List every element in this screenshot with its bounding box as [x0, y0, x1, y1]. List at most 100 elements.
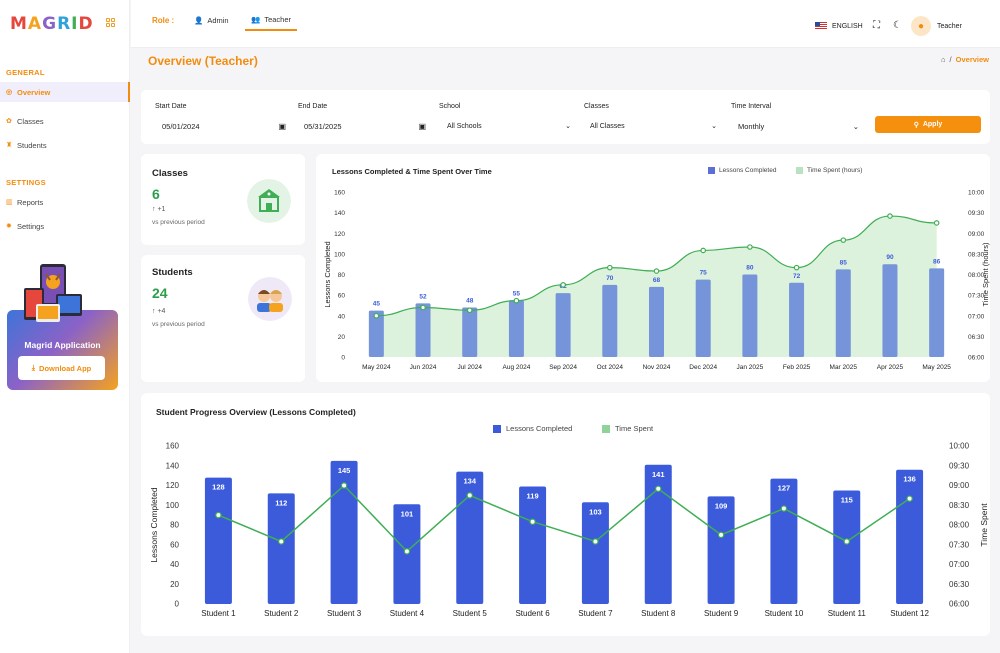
app-logo[interactable]: MAGRID [10, 14, 94, 34]
bar-value-label: 127 [778, 484, 791, 493]
chart-title: Student Progress Overview (Lessons Compl… [156, 407, 356, 417]
bar [581, 502, 609, 604]
x-tick-label: Student 4 [390, 609, 425, 618]
x-tick-label: Aug 2024 [503, 364, 531, 371]
sidebar-item-settings[interactable]: ✹ Settings [0, 216, 130, 236]
time-spent-point [747, 244, 753, 250]
bar-value-label: 72 [793, 273, 801, 280]
legend-item-time[interactable]: Time Spent [602, 424, 653, 433]
time-spent-point [933, 220, 940, 226]
fullscreen-icon[interactable]: ⛶ [873, 20, 880, 31]
lessons-time-chart: 0 20 40 60 80 100 120 140 160 06:00 06:30 07:00 07:3… [323, 190, 990, 372]
calendar-icon[interactable]: ▣ [278, 121, 286, 131]
breadcrumb-current: Overview [955, 55, 989, 64]
calendar-icon[interactable]: ▣ [418, 121, 426, 131]
sidebar-item-overview[interactable]: ◎ Overview [0, 82, 130, 102]
bar [519, 486, 547, 604]
students-stat-card: Students 24 ↑ +4 vs previous period [141, 255, 305, 382]
legend-swatch [493, 424, 501, 433]
x-tick-label: Jan 2025 [737, 364, 764, 371]
bar-value-label: 80 [746, 265, 754, 272]
classes-stat-card: Classes 6 ↑ +1 vs previous period [141, 154, 305, 245]
language-selector[interactable]: ENGLISH [815, 22, 863, 30]
x-tick-label: Dec 2024 [689, 364, 717, 371]
school-select[interactable]: All Schools ⌄ [447, 120, 571, 132]
role-tab-label: Teacher [264, 15, 292, 24]
bar-value-label: 48 [466, 298, 474, 305]
y2-tick-label: 06:00 [968, 355, 985, 362]
y-tick-label: 160 [334, 190, 345, 197]
teacher-users-icon: 👥 [251, 15, 261, 24]
student-progress-chart: 0 20 40 60 80 100 120 140 160 06:00 06:30 07:00 07:3… [149, 442, 989, 619]
bar [508, 300, 524, 357]
y2-tick-label: 08:30 [968, 251, 985, 258]
legend-swatch [708, 167, 715, 174]
bar-value-label: 101 [401, 509, 414, 518]
bar [602, 284, 618, 357]
settings-gear-icon: ✹ [6, 222, 12, 230]
bar [644, 464, 672, 604]
end-date-value: 05/31/2025 [304, 121, 342, 131]
bar-value-label: 141 [652, 470, 665, 479]
role-tab-admin[interactable]: 👤 Admin [188, 10, 235, 31]
start-date-label: Start Date [155, 103, 187, 110]
reports-icon: ▥ [6, 198, 13, 206]
time-spent-point [560, 282, 566, 288]
bar-value-label: 145 [338, 466, 351, 475]
time-spent-point [513, 297, 520, 304]
breadcrumb: ⌂ / Overview [941, 55, 989, 64]
download-icon: ⤓ [31, 363, 36, 372]
classes-select[interactable]: All Classes ⌄ [590, 120, 717, 132]
download-app-button[interactable]: ⤓ Download App [18, 356, 105, 380]
apply-label: Apply [922, 121, 943, 128]
time-spent-point [466, 307, 473, 314]
time-spent-point [529, 518, 536, 525]
start-date-input[interactable]: 05/01/2024 ▣ [162, 120, 286, 132]
time-spent-point [887, 213, 893, 219]
y2-axis-label: Time Spent [979, 503, 989, 547]
x-tick-label: Student 12 [890, 609, 929, 618]
time-spent-point [653, 268, 660, 274]
legend-swatch [602, 424, 610, 433]
interval-select[interactable]: Monthly ⌄ [738, 120, 859, 132]
y2-tick-label: 07:30 [949, 540, 970, 549]
stat-title: Classes [152, 168, 188, 179]
bar-value-label: 128 [212, 483, 225, 492]
sidebar-item-students[interactable]: ♜ Students [0, 135, 130, 155]
chevron-down-icon: ⌄ [852, 121, 859, 131]
y2-tick-label: 10:00 [949, 442, 970, 451]
stat-delta: ↑ +4 [152, 308, 165, 315]
interval-label: Time Interval [731, 103, 772, 110]
legend-item-lessons[interactable]: Lessons Completed [708, 167, 776, 174]
bar-value-label: 52 [419, 293, 427, 300]
role-tab-teacher[interactable]: 👥 Teacher [245, 10, 298, 31]
apply-button[interactable]: ⚲ Apply [875, 116, 981, 133]
user-menu[interactable]: ● Teacher [911, 16, 962, 36]
y-tick-label: 40 [170, 560, 179, 569]
home-icon[interactable]: ⌂ [941, 55, 946, 64]
time-spent-point [403, 548, 411, 555]
start-date-value: 05/01/2024 [162, 121, 200, 131]
bar-value-label: 134 [463, 477, 476, 486]
y2-tick-label: 08:00 [968, 272, 985, 279]
y-tick-label: 160 [166, 442, 180, 451]
interval-value: Monthly [738, 121, 765, 131]
students-illustration-icon [248, 277, 292, 321]
legend-item-lessons[interactable]: Lessons Completed [493, 424, 572, 433]
time-spent-point [843, 538, 850, 545]
grid-menu-icon[interactable] [106, 18, 115, 27]
x-tick-label: Mar 2025 [830, 364, 858, 371]
chevron-down-icon: ⌄ [565, 123, 571, 130]
end-date-input[interactable]: 05/31/2025 ▣ [304, 120, 426, 132]
breadcrumb-separator: / [949, 55, 952, 64]
legend-item-time[interactable]: Time Spent (hours) [796, 167, 862, 174]
sidebar-item-label: Classes [17, 116, 44, 126]
dark-mode-icon[interactable]: ☾ [893, 20, 902, 31]
bar-value-label: 90 [886, 254, 894, 261]
sidebar-item-reports[interactable]: ▥ Reports [0, 192, 130, 212]
bar [649, 286, 664, 357]
legend-label: Lessons Completed [506, 424, 573, 433]
sidebar-item-classes[interactable]: ✿ Classes [0, 111, 130, 131]
arrow-up-icon: ↑ [152, 206, 158, 213]
x-tick-label: Student 9 [704, 609, 739, 618]
